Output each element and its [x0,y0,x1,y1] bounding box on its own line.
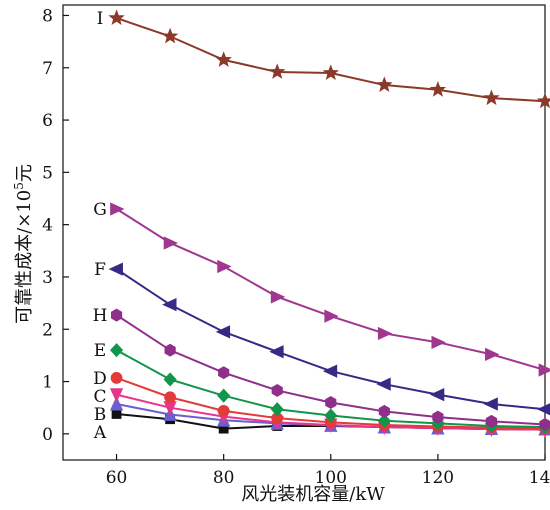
point-I [161,27,179,44]
point-H [378,404,390,418]
x-axis-title: 风光装机容量/kW [241,484,385,505]
point-E [377,413,391,428]
point-G [431,335,446,349]
series-F [108,262,550,416]
y-tick-label: 6 [42,111,53,131]
point-I [536,92,550,109]
series-label-H: H [93,306,108,326]
point-G [485,347,500,361]
point-I [483,89,500,106]
series-label-I: I [97,9,104,29]
series-label-E: E [94,341,106,361]
y-axis-title: 可靠性成本/×105元 [12,164,35,324]
line-I [116,17,546,103]
series-I [108,9,550,109]
point-I [376,76,393,92]
series-layer [108,9,550,438]
point-H [539,417,550,431]
point-H [164,343,176,357]
y-axis-title-prefix: 可靠性成本/×10 [14,190,35,324]
y-tick-label: 2 [42,320,53,340]
series-label-G: G [93,200,107,220]
point-E [270,402,284,417]
point-B [109,396,124,411]
point-F [215,325,231,339]
point-I [215,51,232,67]
point-H [110,308,123,322]
y-tick-label: 5 [42,163,53,183]
point-G [270,290,286,304]
x-tick-label: 140 [529,468,550,488]
point-D [110,371,123,384]
point-E [110,343,124,358]
point-D [217,404,230,417]
point-G [163,236,179,250]
x-tick-label: 120 [422,468,454,488]
point-G [324,309,339,323]
series-label-A: A [93,423,107,443]
point-F [376,377,391,391]
point-F [483,397,498,411]
point-F [108,262,123,276]
point-D [164,391,177,404]
point-H [432,410,444,424]
y-tick-label: 4 [42,216,53,236]
point-A [111,409,122,419]
point-I [269,63,286,79]
point-I [108,9,125,26]
point-G [538,363,550,377]
point-C [109,388,124,403]
point-F [537,403,550,416]
line-G [116,208,546,372]
point-H [325,396,337,409]
series-label-D: D [93,369,107,389]
point-G [377,326,393,341]
point-G [110,202,125,216]
point-G [217,259,232,274]
y-tick-label: 1 [42,373,53,393]
point-E [324,408,338,423]
ticks-layer: 60 80 100 120 140 0 1 2 3 4 5 6 7 8 [42,6,550,488]
series-label-B: B [94,405,107,425]
plot-frame [62,4,546,461]
x-tick-label: 60 [106,468,128,488]
x-tick-label: 100 [315,468,347,488]
point-H [218,366,230,380]
point-H [271,383,283,397]
y-tick-label: 3 [42,268,53,288]
point-I [322,64,339,80]
line-F [116,268,546,411]
y-tick-label: 8 [42,6,53,26]
x-tick-label: 80 [213,468,235,488]
point-I [429,81,447,97]
series-label-C: C [93,387,106,407]
point-H [485,414,498,428]
point-F [322,364,338,378]
y-axis-title-suffix: 元 [14,164,35,182]
point-E [217,388,231,403]
point-F [269,345,284,359]
point-F [429,388,445,402]
point-F [162,298,177,312]
series-H [110,308,550,431]
y-tick-label: 7 [42,59,53,79]
point-E [163,372,177,387]
series-G [110,202,550,377]
series-label-F: F [94,260,106,280]
y-tick-label: 0 [42,425,53,445]
y-axis-title-exponent: 5 [12,182,26,190]
